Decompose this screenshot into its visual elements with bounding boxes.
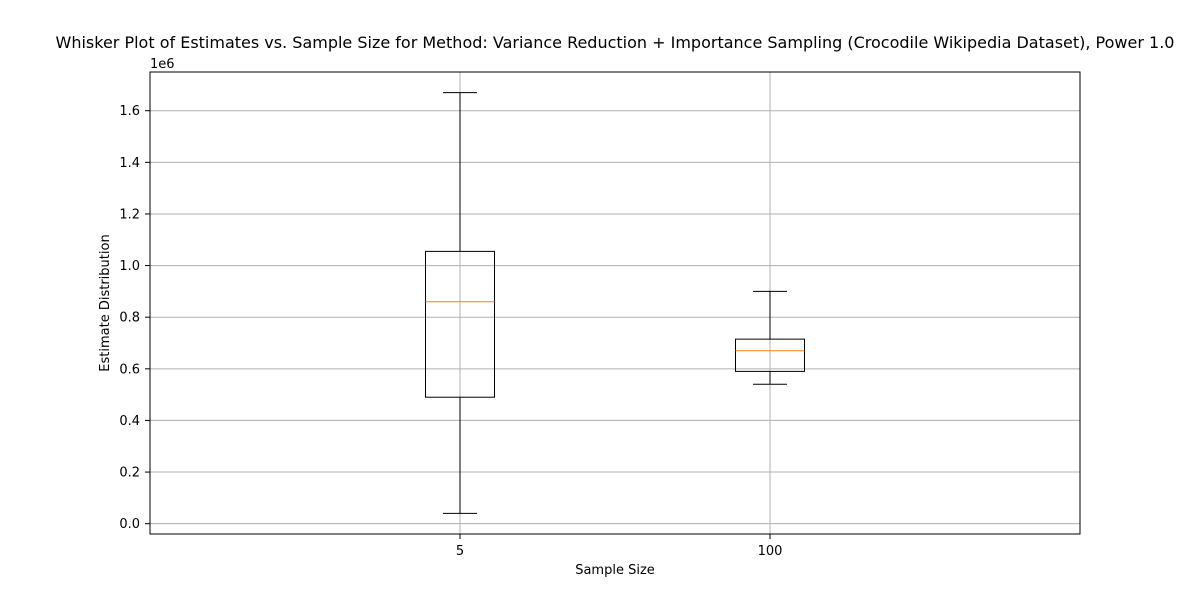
y-offset-label: 1e6 <box>150 57 175 72</box>
chart-title: Whisker Plot of Estimates vs. Sample Siz… <box>56 33 1175 52</box>
axis-ticks: 0.0 0.2 0.4 0.6 0.8 1.0 1.2 1.4 1.6 5 100 <box>119 104 782 559</box>
y-tick-label: 0.4 <box>119 414 140 429</box>
y-tick-label: 0.6 <box>119 362 140 377</box>
x-tick-label: 100 <box>758 544 783 559</box>
x-axis-label: Sample Size <box>575 563 655 578</box>
y-axis-label: Estimate Distribution <box>98 234 113 371</box>
iqr-box <box>735 338 805 372</box>
y-tick-label: 1.0 <box>119 259 140 274</box>
grid-lines <box>150 72 1080 534</box>
y-tick-label: 1.2 <box>119 207 140 222</box>
y-tick-label: 0.8 <box>119 311 140 326</box>
y-tick-label: 0.2 <box>119 466 140 481</box>
y-tick-label: 0.0 <box>119 517 140 532</box>
box-100 <box>735 290 805 385</box>
y-tick-label: 1.4 <box>119 156 140 171</box>
plot-frame <box>149 71 1081 535</box>
boxes <box>425 92 805 514</box>
box-5 <box>425 92 495 514</box>
y-tick-label: 1.6 <box>119 104 140 119</box>
iqr-box <box>425 250 495 398</box>
x-tick-label: 5 <box>456 544 464 559</box>
